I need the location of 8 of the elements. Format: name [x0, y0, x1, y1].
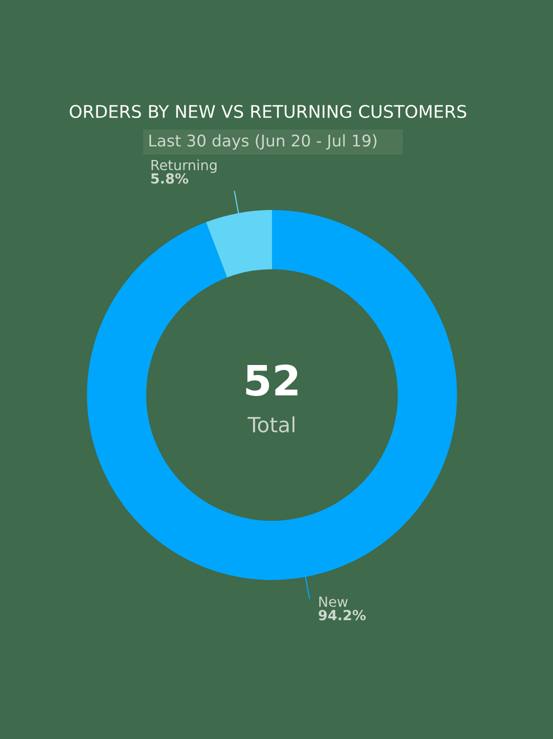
slice-label: New	[319, 596, 348, 607]
data-label: 94.2%	[318, 610, 366, 620]
slice-label: Returning	[152, 160, 216, 173]
data-label: 5.8%	[151, 173, 188, 184]
text: Total	[248, 416, 294, 432]
text: 52	[246, 364, 298, 396]
chart-subtitle: Last 30 days (Jun 20 - Jul 19)	[149, 134, 376, 150]
chart-title: ORDERS BY NEW VS RETURNING CUSTOMERS	[70, 104, 466, 118]
